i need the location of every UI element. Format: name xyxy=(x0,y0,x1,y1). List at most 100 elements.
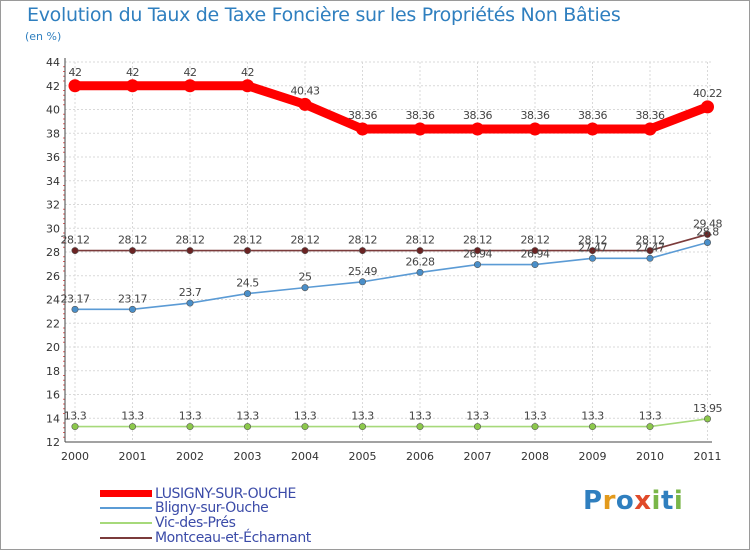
data-label-vic: 13.3 xyxy=(351,410,374,423)
data-label-vic: 13.3 xyxy=(524,410,547,423)
data-label-montceau: 28.12 xyxy=(176,234,205,247)
series-line-bligny xyxy=(74,241,709,311)
data-point-montceau xyxy=(301,247,309,255)
data-label-vic: 13.3 xyxy=(294,410,317,423)
series-line-vic xyxy=(74,418,709,428)
data-label-vic: 13.3 xyxy=(236,410,259,423)
data-point-vic xyxy=(703,415,711,423)
legend-label-vic: Vic-des-Prés xyxy=(155,515,236,531)
data-label-bligny: 25 xyxy=(299,271,312,284)
data-point-bligny xyxy=(186,299,194,307)
legend-swatch-bligny xyxy=(100,507,152,509)
y-tick-label: 24 xyxy=(46,294,60,307)
data-label-vic: 13.3 xyxy=(179,410,202,423)
legend-swatch-montceau xyxy=(100,537,152,539)
data-label-bligny: 27.47 xyxy=(636,241,665,254)
data-label-montceau: 28.12 xyxy=(61,234,90,247)
data-point-bligny xyxy=(244,290,252,298)
data-point-lusigny xyxy=(126,79,139,93)
y-tick-label: 36 xyxy=(46,151,60,164)
x-tick-label: 2004 xyxy=(291,450,319,463)
x-tick-label: 2001 xyxy=(119,450,147,463)
data-label-bligny: 24.5 xyxy=(236,277,259,290)
data-label-lusigny: 38.36 xyxy=(521,109,550,122)
data-label-montceau: 28.12 xyxy=(578,234,607,247)
legend-item-lusigny: LUSIGNY-SUR-OUCHE xyxy=(100,486,420,502)
y-tick-label: 18 xyxy=(46,365,60,378)
data-point-vic xyxy=(186,423,194,431)
data-label-montceau: 29.48 xyxy=(693,217,722,230)
data-label-bligny: 28.8 xyxy=(696,226,719,239)
legend-label-montceau: Montceau-et-Écharnant xyxy=(155,530,311,546)
data-point-lusigny xyxy=(183,79,197,93)
data-point-montceau xyxy=(473,247,481,255)
data-point-montceau xyxy=(416,247,424,255)
y-tick-label: 14 xyxy=(46,412,60,425)
data-label-bligny: 23.17 xyxy=(61,292,90,305)
data-point-lusigny xyxy=(471,122,484,136)
data-point-lusigny xyxy=(356,122,369,136)
data-label-montceau: 28.12 xyxy=(406,234,435,247)
data-label-lusigny: 42 xyxy=(241,66,254,79)
data-label-lusigny: 42 xyxy=(126,66,139,79)
data-label-vic: 13.3 xyxy=(121,410,144,423)
x-tick-label: 2007 xyxy=(464,450,492,463)
logo-letter: t xyxy=(660,486,674,516)
data-point-lusigny xyxy=(241,79,254,93)
data-label-bligny: 27.47 xyxy=(578,241,607,254)
data-point-lusigny xyxy=(701,100,714,114)
data-label-montceau: 28.12 xyxy=(521,234,550,247)
data-label-bligny: 23.17 xyxy=(118,292,147,305)
y-tick-label: 30 xyxy=(46,222,60,235)
data-point-bligny xyxy=(71,305,79,313)
data-point-montceau xyxy=(244,247,252,255)
x-tick-label: 2003 xyxy=(234,450,262,463)
y-tick-label: 28 xyxy=(46,246,60,259)
data-point-vic xyxy=(301,423,309,431)
data-point-montceau xyxy=(703,230,711,238)
data-point-bligny xyxy=(473,261,481,269)
logo-letter: x xyxy=(634,486,652,516)
data-point-vic xyxy=(588,423,596,431)
legend-label-lusigny: LUSIGNY-SUR-OUCHE xyxy=(155,486,296,502)
data-point-vic xyxy=(71,423,79,431)
data-point-lusigny xyxy=(586,122,599,136)
data-label-vic: 13.3 xyxy=(639,410,662,423)
x-tick-label: 2008 xyxy=(521,450,549,463)
data-label-montceau: 28.12 xyxy=(233,234,262,247)
legend-swatch-vic xyxy=(100,522,152,524)
data-point-bligny xyxy=(358,278,366,286)
y-tick-label: 16 xyxy=(46,389,60,402)
data-label-bligny: 26.28 xyxy=(406,255,435,268)
logo-letter: P xyxy=(583,486,603,516)
data-label-lusigny: 42 xyxy=(69,66,82,79)
data-point-vic xyxy=(244,423,252,431)
x-tick-label: 2011 xyxy=(694,450,722,463)
data-point-montceau xyxy=(186,247,194,255)
data-point-montceau xyxy=(646,247,654,255)
data-point-montceau xyxy=(531,247,539,255)
legend-item-vic: Vic-des-Prés xyxy=(100,515,420,531)
data-point-bligny xyxy=(416,268,424,276)
data-point-montceau xyxy=(588,247,596,255)
legend-item-bligny: Bligny-sur-Ouche xyxy=(100,500,420,516)
data-label-bligny: 23.7 xyxy=(179,286,202,299)
data-point-montceau xyxy=(71,247,79,255)
logo-letter: i xyxy=(673,486,684,516)
data-point-montceau xyxy=(358,247,366,255)
data-label-montceau: 28.12 xyxy=(118,234,147,247)
data-label-montceau: 28.12 xyxy=(348,234,377,247)
y-tick-label: 20 xyxy=(46,341,60,354)
data-label-lusigny: 38.36 xyxy=(348,109,377,122)
data-point-bligny xyxy=(646,254,654,262)
data-label-bligny: 26.94 xyxy=(521,248,550,261)
y-tick-label: 44 xyxy=(46,56,60,69)
data-point-bligny xyxy=(301,284,309,292)
data-point-vic xyxy=(531,423,539,431)
data-point-vic xyxy=(358,423,366,431)
chart-title: Evolution du Taux de Taxe Foncière sur l… xyxy=(27,4,621,26)
data-point-bligny xyxy=(588,254,596,262)
data-label-lusigny: 42 xyxy=(184,66,197,79)
